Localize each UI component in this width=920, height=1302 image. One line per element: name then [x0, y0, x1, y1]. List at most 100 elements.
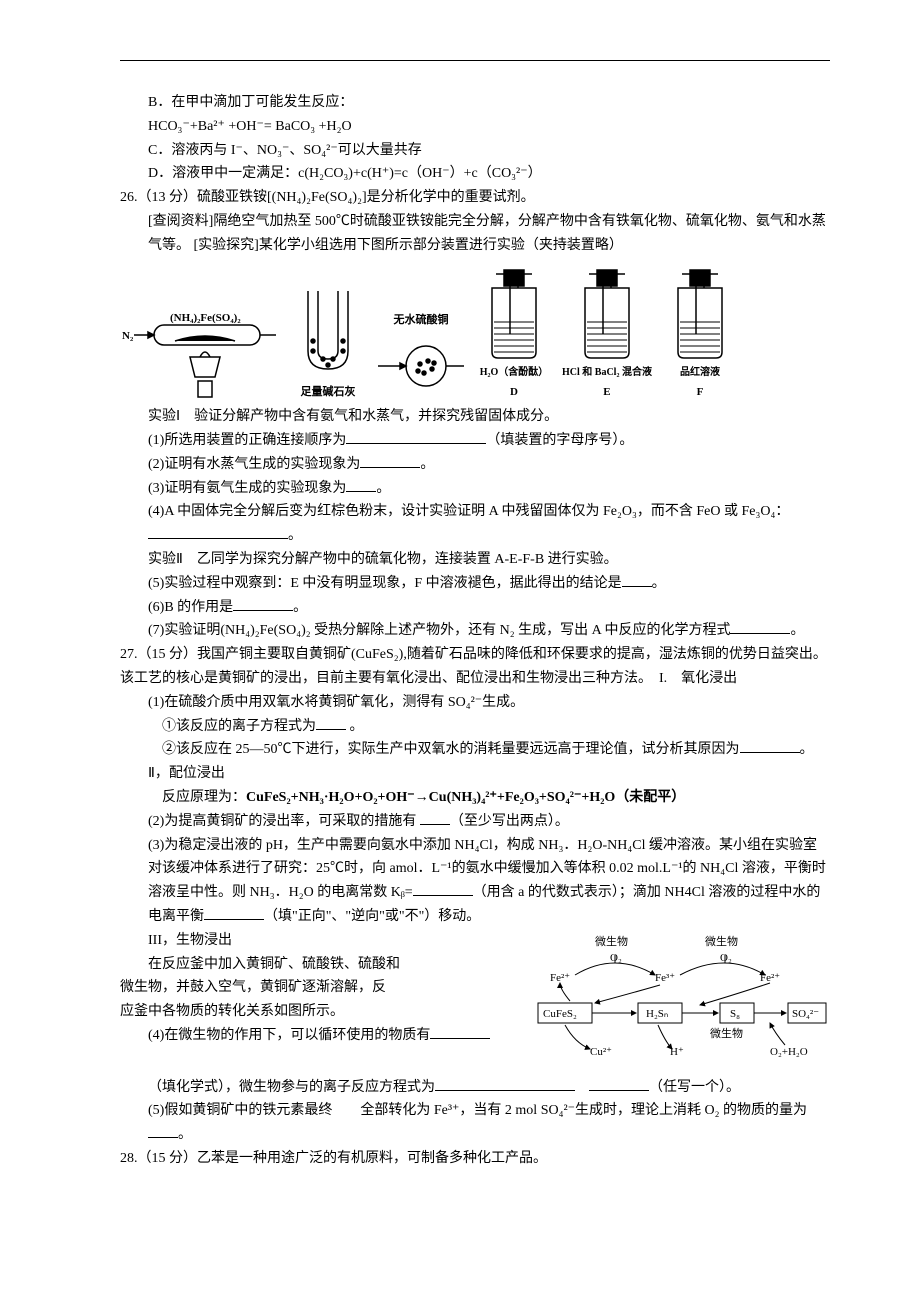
q27-p4b: （填化学式），微生物参与的离子反应方程式为 （任写一个）。	[120, 1076, 830, 1100]
blank	[589, 1076, 649, 1091]
svg-text:微生物: 微生物	[705, 934, 738, 948]
blank	[730, 619, 790, 634]
q26-p3-a: (3)证明有氨气生成的实验现象为	[148, 481, 346, 496]
apparatus-d: H₂O（含酚酞） D	[474, 264, 554, 402]
blank	[622, 572, 652, 587]
q26-stem: 26.（13 分）硫酸亚铁铵[(NH₄)₂Fe(SO₄)₂]是分析化学中的重要试…	[120, 186, 830, 210]
blank	[346, 477, 376, 492]
q27-p4-c: （任写一个）。	[649, 1080, 740, 1095]
svg-text:O₂: O₂	[610, 952, 622, 964]
svg-text:Cu²⁺: Cu²⁺	[590, 1046, 612, 1058]
blank	[233, 596, 293, 611]
q27-sec2-title: Ⅱ，配位浸出	[120, 762, 830, 786]
q26-p3-b: 。	[376, 481, 390, 496]
blank	[420, 810, 450, 825]
q27-p5-b: 。	[178, 1127, 192, 1142]
blank	[360, 453, 420, 468]
q26-p3: (3)证明有氨气生成的实验现象为 。	[120, 477, 830, 501]
q26-p5-b: 。	[652, 576, 666, 591]
q26-info: [查阅资料]隔绝空气加热至 500℃时硫酸亚铁铵能完全分解，分解产物中含有铁氧化…	[120, 210, 830, 258]
apparatus-d-letter: D	[510, 383, 518, 402]
q27-p4-b: （填化学式），微生物参与的离子反应方程式为	[148, 1080, 435, 1095]
q27-bio-diagram: 微生物 微生物 O₂ O₂ Fe²⁺ Fe³⁺ Fe²⁺ CuFeS₂ H₂Sₙ…	[530, 933, 830, 1072]
blank	[148, 524, 288, 539]
apparatus-d-label1: H₂O（含酚酞）	[480, 364, 549, 381]
blank	[316, 715, 346, 730]
svg-text:Fe³⁺: Fe³⁺	[655, 972, 675, 984]
apparatus-c: 无水硫酸铜	[376, 311, 466, 402]
svg-text:SO₄²⁻: SO₄²⁻	[792, 1008, 819, 1020]
blank	[740, 738, 800, 753]
q26-apparatus-row: N₂ (NH₄)₂Fe(SO₄)₂ 足量碱石灰 无水硫酸铜	[120, 264, 830, 402]
q27-p1-2: ②该反应在 25—50℃下进行，实际生产中双氧水的消耗量要远远高于理论值，试分析…	[120, 738, 830, 762]
apparatus-c-label: 无水硫酸铜	[394, 311, 449, 330]
q26-p2-a: (2)证明有水蒸气生成的实验现象为	[148, 457, 360, 472]
q27-p2-b: （至少写出两点）。	[450, 814, 569, 829]
q27-p1-2b: 。	[800, 742, 814, 757]
q27-p3: (3)为稳定浸出液的 pH，生产中需要向氨水中添加 NH₄Cl，构成 NH₃．H…	[120, 834, 830, 929]
q26-p7: (7)实验证明(NH₄)₂Fe(SO₄)₂ 受热分解除上述产物外，还有 N₂ 生…	[120, 619, 830, 643]
q26-p4-b: 。	[288, 528, 302, 543]
q27-sec2-eq-label: 反应原理为：	[162, 790, 246, 805]
q26-p6-a: (6)B 的作用是	[148, 600, 233, 615]
blank	[204, 905, 264, 920]
blank	[413, 881, 473, 896]
apparatus-b-label: 足量碱石灰	[301, 383, 356, 402]
q27-sec2-eq-row: 反应原理为：CuFeS₂+NH₃·H₂O+O₂+OH⁻→Cu(NH₃)₄²⁺+F…	[120, 786, 830, 810]
q27-p1-1: ①该反应的离子方程式为 。	[120, 715, 830, 739]
apparatus-f: 品红溶液 F	[660, 264, 740, 402]
n2-label: N₂	[122, 330, 134, 342]
apparatus-e-letter: E	[603, 383, 610, 402]
q27-p2: (2)为提高黄铜矿的浸出率，可采取的措施有 （至少写出两点）。	[120, 810, 830, 834]
q26-exp2-title: 实验Ⅱ 乙同学为探究分解产物中的硫氧化物，连接装置 A-E-F-B 进行实验。	[120, 548, 830, 572]
q27-p1-2a: ②该反应在 25—50℃下进行，实际生产中双氧水的消耗量要远远高于理论值，试分析…	[162, 742, 740, 757]
q26-p7-a: (7)实验证明(NH₄)₂Fe(SO₄)₂ 受热分解除上述产物外，还有 N₂ 生…	[148, 623, 730, 638]
q26-p5: (5)实验过程中观察到：E 中没有明显现象，F 中溶液褪色，据此得出的结论是 。	[120, 572, 830, 596]
blank	[430, 1024, 490, 1039]
q26-p7-b: 。	[790, 623, 804, 638]
page-top-rule	[120, 60, 830, 61]
q26-p2-b: 。	[420, 457, 434, 472]
q26-p6: (6)B 的作用是 。	[120, 596, 830, 620]
q25-opt-c: C．溶液丙与 I⁻、NO₃⁻、SO₄²⁻可以大量共存	[120, 139, 830, 163]
svg-text:Fe²⁺: Fe²⁺	[550, 972, 570, 984]
apparatus-e: HCl 和 BaCl₂ 混合液 E	[562, 264, 652, 402]
apparatus-a: N₂ (NH₄)₂Fe(SO₄)₂	[120, 301, 280, 401]
q26-p4: (4)A 中固体完全分解后变为红棕色粉末，设计实验证明 A 中残留固体仅为 Fe…	[120, 500, 830, 548]
svg-text:H₂Sₙ: H₂Sₙ	[646, 1008, 668, 1020]
svg-text:O₂: O₂	[720, 952, 732, 964]
formula-label: (NH₄)₂Fe(SO₄)₂	[170, 312, 241, 324]
blank	[435, 1076, 575, 1091]
apparatus-e-label1: HCl 和 BaCl₂ 混合液	[562, 364, 652, 381]
q27-stem: 27.（15 分）我国产铜主要取自黄铜矿(CuFeS₂),随着矿石品味的降低和环…	[120, 643, 830, 691]
q25-opt-b-line1: B．在甲中滴加丁可能发生反应：	[120, 91, 830, 115]
q26-p4-a: (4)A 中固体完全分解后变为红棕色粉末，设计实验证明 A 中残留固体仅为 Fe…	[148, 504, 789, 519]
svg-text:O₂+H₂O: O₂+H₂O	[770, 1046, 808, 1058]
apparatus-b: 足量碱石灰	[288, 281, 368, 402]
q26-p5-a: (5)实验过程中观察到：E 中没有明显现象，F 中溶液褪色，据此得出的结论是	[148, 576, 622, 591]
q27-p2-a: (2)为提高黄铜矿的浸出率，可采取的措施有	[148, 814, 420, 829]
q25-opt-b-line2: HCO₃⁻+Ba²⁺ +OH⁻= BaCO₃ +H₂O	[120, 115, 830, 139]
q27-p5: (5)假如黄铜矿中的铁元素最终 全部转化为 Fe³⁺，当有 2 mol SO₄²…	[120, 1099, 830, 1147]
blank	[346, 429, 486, 444]
q27-p4-a: (4)在微生物的作用下，可以循环使用的物质有	[148, 1028, 430, 1043]
q26-p2: (2)证明有水蒸气生成的实验现象为 。	[120, 453, 830, 477]
q26-p1-a: (1)所选用装置的正确连接顺序为	[148, 433, 346, 448]
svg-text:CuFeS₂: CuFeS₂	[543, 1008, 577, 1020]
q25-opt-d: D．溶液甲中一定满足：c(H₂CO₃)+c(H⁺)=c（OH⁻）+c（CO₃²⁻…	[120, 162, 830, 186]
apparatus-f-label1: 品红溶液	[680, 364, 720, 381]
svg-text:微生物: 微生物	[595, 934, 628, 948]
q27-p3-c: （填"正向"、"逆向"或"不"）移动。	[264, 909, 480, 924]
q27-p1-intro: (1)在硫酸介质中用双氧水将黄铜矿氧化，测得有 SO₄²⁻生成。	[120, 691, 830, 715]
svg-text:S₈: S₈	[730, 1008, 740, 1020]
q27-p1-1b: 。	[346, 719, 364, 734]
svg-text:H⁺: H⁺	[670, 1046, 684, 1058]
apparatus-f-letter: F	[697, 383, 704, 402]
q26-exp1-title: 实验Ⅰ 验证分解产物中含有氨气和水蒸气，并探究残留固体成分。	[120, 405, 830, 429]
q27-p1-1a: ①该反应的离子方程式为	[162, 719, 316, 734]
q26-p6-b: 。	[293, 600, 307, 615]
svg-text:微生物: 微生物	[710, 1026, 743, 1040]
blank	[148, 1123, 178, 1138]
q28-stem: 28.（15 分）乙苯是一种用途广泛的有机原料，可制备多种化工产品。	[120, 1147, 830, 1171]
q26-p1-b: （填装置的字母序号）。	[486, 433, 633, 448]
